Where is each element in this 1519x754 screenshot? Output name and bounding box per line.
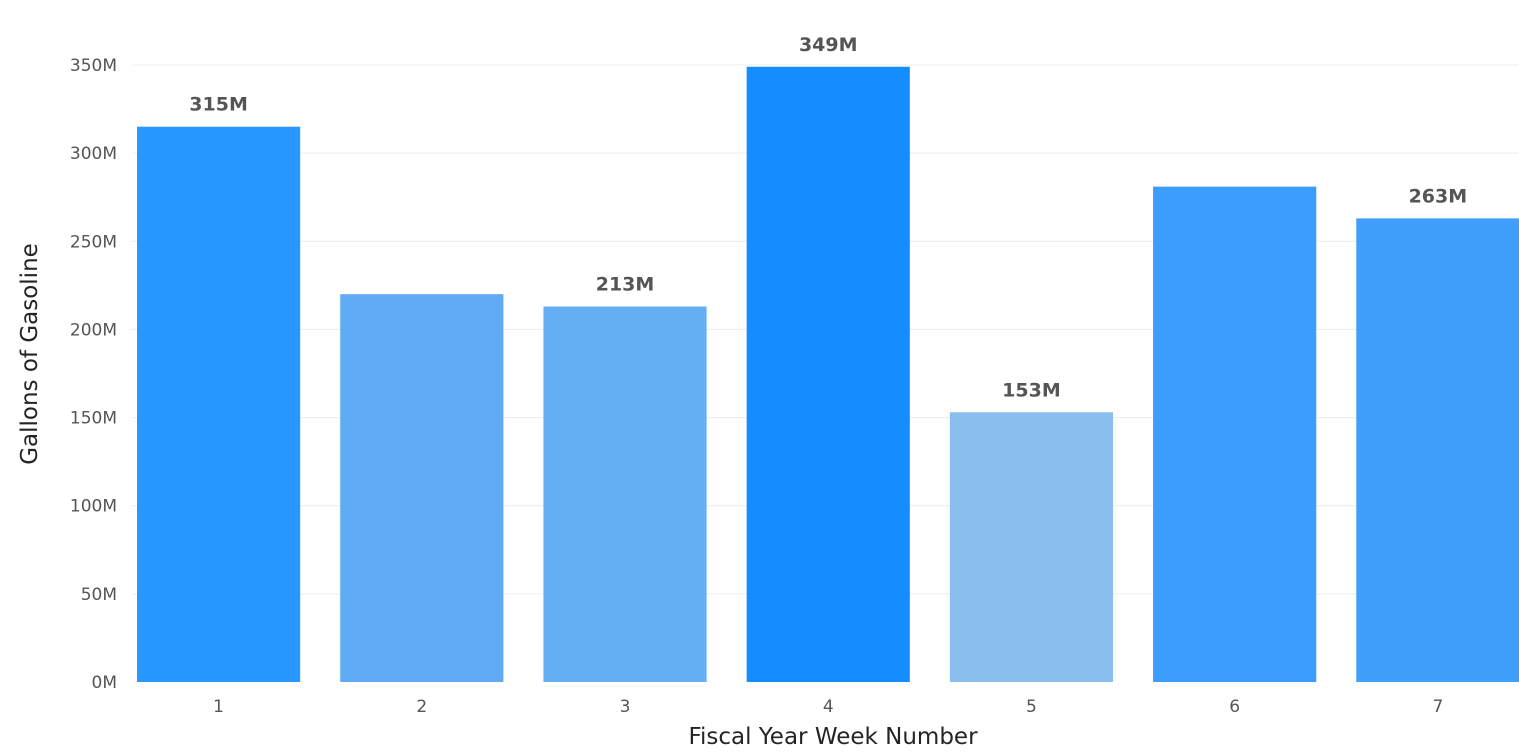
x-tick-label: 5 <box>1026 697 1037 717</box>
data-label: 153M <box>1002 379 1061 401</box>
y-tick-label: 50M <box>81 585 117 605</box>
data-label: 263M <box>1409 185 1468 207</box>
x-tick-label: 1 <box>213 697 224 717</box>
y-tick-label: 250M <box>70 232 117 252</box>
data-label: 349M <box>799 34 858 56</box>
x-tick-label: 2 <box>416 697 427 717</box>
bar <box>137 126 301 682</box>
x-tick-label: 6 <box>1229 697 1240 717</box>
bar <box>949 412 1114 682</box>
bar <box>1356 218 1519 682</box>
y-axis-title: Gallons of Gasoline <box>17 243 43 465</box>
bar <box>746 66 910 682</box>
bars <box>137 66 1519 682</box>
x-tick-label: 3 <box>620 697 631 717</box>
x-axis-title: Fiscal Year Week Number <box>688 724 978 750</box>
bar <box>543 306 707 682</box>
y-tick-label: 350M <box>70 56 117 76</box>
x-axis-ticks: 1 2 3 4 5 6 7 <box>213 697 1443 717</box>
x-tick-label: 7 <box>1432 697 1443 717</box>
bar <box>340 294 504 682</box>
y-axis-ticks: 0M 50M 100M 150M 200M 250M 300M 350M <box>70 56 117 693</box>
y-tick-label: 300M <box>70 144 117 164</box>
y-tick-label: 100M <box>70 497 117 517</box>
y-tick-label: 200M <box>70 320 117 340</box>
data-label: 213M <box>596 274 655 296</box>
data-labels: 315M 213M 349M 153M 263M <box>189 34 1467 402</box>
data-label: 315M <box>189 94 248 116</box>
bar <box>1153 186 1317 682</box>
y-tick-label: 0M <box>92 673 117 693</box>
x-tick-label: 4 <box>823 697 834 717</box>
y-tick-label: 150M <box>70 409 117 429</box>
